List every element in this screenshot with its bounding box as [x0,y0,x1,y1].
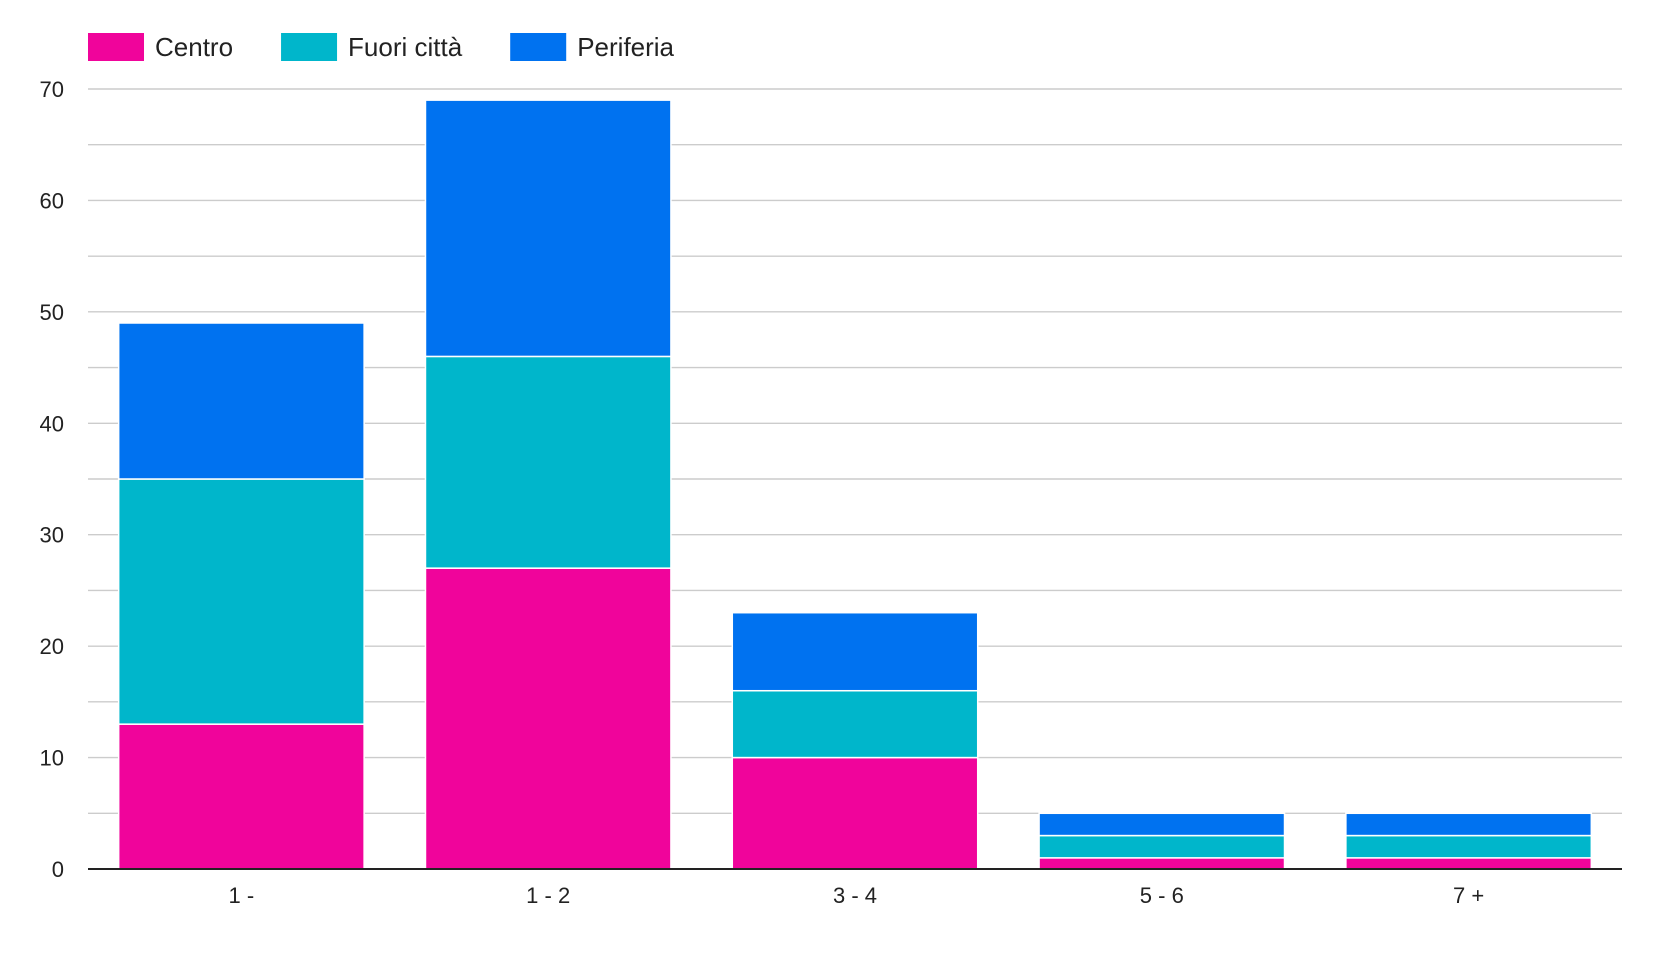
bar-centro-1 [117,723,365,870]
legend-swatch-fuori-citta [281,33,338,61]
y-tick-label: 30 [40,523,64,548]
bar-fuori-citta-3-4 [731,689,979,759]
y-tick-label: 70 [40,77,64,102]
bar-periferia-1 [117,322,365,480]
axes: 0 10 20 30 40 50 60 70 1 - 1 - 2 3 - 4 5 - 6 7 + [40,77,1622,908]
y-tick-label: 20 [40,634,64,659]
legend-swatch-periferia [510,33,567,61]
bar-centro-1-2 [424,567,672,870]
legend-label-fuori-citta: Fuori città [348,32,463,62]
x-tick-label: 7 + [1453,883,1484,908]
y-tick-label: 60 [40,188,64,213]
bar-periferia-5-6 [1038,812,1286,837]
bar-centro-3-4 [731,756,979,870]
y-tick-label: 10 [40,746,64,771]
x-tick-label: 1 - [229,883,255,908]
bar-centro-7 [1345,857,1593,870]
bar-periferia-1-2 [424,99,672,358]
bar-fuori-citta-1 [117,478,365,725]
x-tick-label: 1 - 2 [526,883,570,908]
bar-fuori-citta-5-6 [1038,834,1286,859]
bar-periferia-7 [1345,812,1593,837]
legend: Centro Fuori città Periferia [88,32,675,62]
legend-swatch-centro [88,33,144,61]
x-tick-label: 3 - 4 [833,883,877,908]
bar-centro-5-6 [1038,857,1286,870]
x-tick-label: 5 - 6 [1140,883,1184,908]
legend-label-centro: Centro [155,32,233,62]
y-tick-label: 50 [40,300,64,325]
legend-label-periferia: Periferia [577,32,674,62]
y-tick-label: 40 [40,411,64,436]
bar-fuori-citta-7 [1345,834,1593,859]
bar-periferia-3-4 [731,611,979,692]
y-tick-label: 0 [52,857,64,882]
bars [117,99,1593,870]
bar-fuori-citta-1-2 [424,355,672,569]
